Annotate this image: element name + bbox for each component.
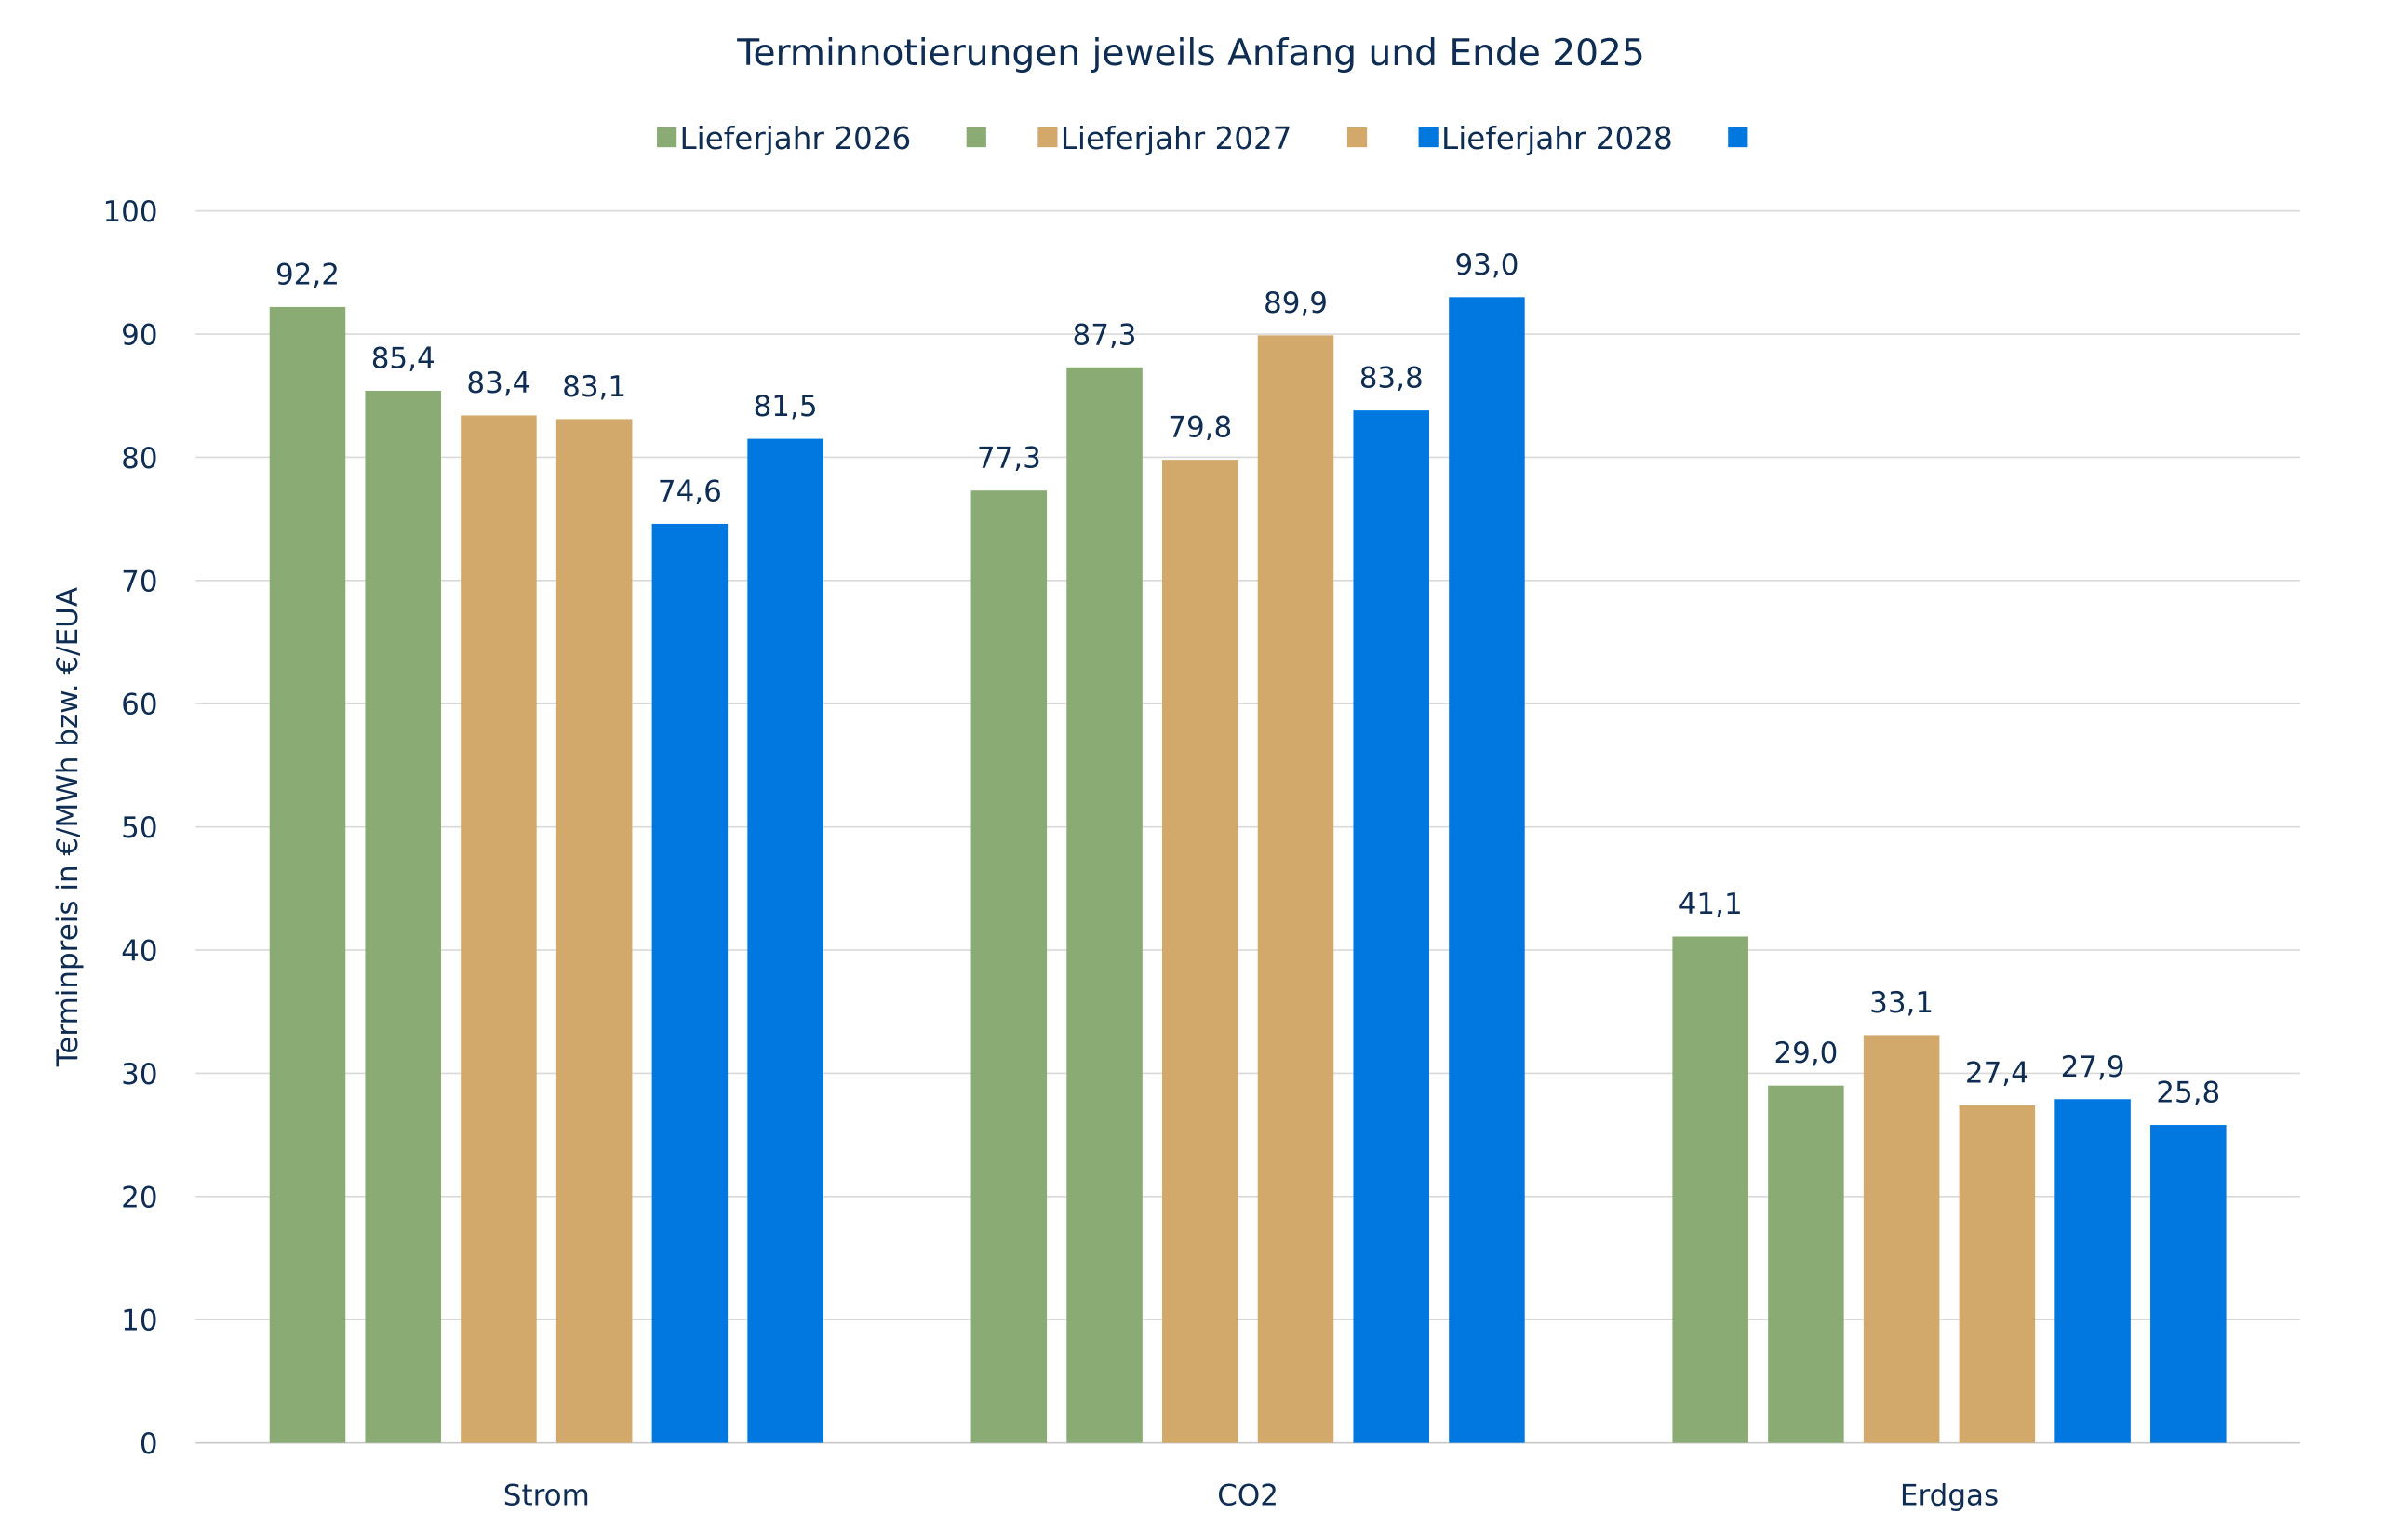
data-label: 89,9 <box>1264 287 1328 320</box>
bars: 92,2 85,4 83,4 83,1 74,6 81,5 77,3 87,3 79,8 89,9… <box>269 248 2227 1443</box>
y-tick-label: 0 <box>140 1427 158 1461</box>
data-label: 27,4 <box>1965 1056 2029 1090</box>
bar <box>365 390 441 1443</box>
bar <box>1066 367 1143 1443</box>
bar <box>269 306 346 1443</box>
data-label: 83,1 <box>562 370 626 404</box>
legend-swatch <box>1037 127 1058 148</box>
data-label: 83,8 <box>1359 362 1424 395</box>
legend-swatch <box>1346 127 1368 148</box>
y-tick-label: 10 <box>121 1305 157 1338</box>
bar <box>970 490 1048 1443</box>
y-tick-label: 100 <box>102 195 157 229</box>
gridlines <box>195 209 2300 1444</box>
legend-swatch <box>1418 127 1439 148</box>
data-label: 27,9 <box>2061 1051 2125 1084</box>
data-label: 93,0 <box>1454 248 1519 282</box>
legend-label: Lieferjahr 2027 <box>1061 121 1292 156</box>
legend-label: Lieferjahr 2028 <box>1441 121 1673 156</box>
y-tick-label: 50 <box>121 811 157 845</box>
data-label: 85,4 <box>371 341 435 375</box>
data-label: 33,1 <box>1869 986 1934 1020</box>
data-label: 79,8 <box>1168 411 1232 445</box>
x-tick-label: CO2 <box>1217 1479 1278 1512</box>
bar <box>747 438 823 1443</box>
y-tick-label: 40 <box>121 934 157 968</box>
legend-swatch <box>657 127 677 148</box>
y-tick-label: 80 <box>121 442 157 475</box>
x-tick-label: Erdgas <box>1900 1479 1999 1512</box>
data-label: 81,5 <box>754 390 818 423</box>
bar <box>461 415 537 1443</box>
y-tick-label: 30 <box>121 1058 157 1091</box>
legend-swatch <box>1728 127 1748 148</box>
legend-swatch <box>966 127 986 148</box>
bar <box>1449 297 1525 1443</box>
data-label: 25,8 <box>2156 1077 2220 1110</box>
y-tick-label: 70 <box>121 565 157 598</box>
x-tick-label: Strom <box>503 1479 590 1512</box>
bar <box>1959 1105 2036 1443</box>
chart-title: Terminnotierungen jeweils Anfang und End… <box>736 33 1645 74</box>
bar <box>1672 936 1748 1443</box>
y-axis: 0 10 20 30 40 50 60 70 80 90 100 <box>102 195 157 1461</box>
bar <box>651 523 729 1443</box>
data-label: 41,1 <box>1679 888 1743 921</box>
legend-label: Lieferjahr 2026 <box>680 121 912 156</box>
bar <box>1257 335 1334 1443</box>
y-tick-label: 60 <box>121 689 157 722</box>
bar <box>1768 1085 1844 1443</box>
data-label: 87,3 <box>1073 318 1137 352</box>
legend: Lieferjahr 2026 Lieferjahr 2027 Lieferjahr… <box>657 121 1748 156</box>
data-label: 83,4 <box>466 367 530 400</box>
y-tick-label: 90 <box>121 318 157 352</box>
data-label: 77,3 <box>977 442 1041 475</box>
data-label: 29,0 <box>1773 1037 1838 1070</box>
bar <box>2054 1099 2131 1443</box>
data-label: 92,2 <box>275 258 340 291</box>
y-axis-label: Terminpreis in €/MWh bzw. €/EUA <box>51 587 85 1067</box>
bar <box>2150 1125 2227 1443</box>
y-tick-label: 20 <box>121 1181 157 1214</box>
bar <box>1162 460 1238 1443</box>
data-label: 74,6 <box>658 475 722 508</box>
bar <box>1353 410 1429 1443</box>
bar <box>555 419 633 1443</box>
x-axis: Strom CO2 Erdgas <box>503 1479 1999 1512</box>
bar <box>1863 1035 1940 1443</box>
